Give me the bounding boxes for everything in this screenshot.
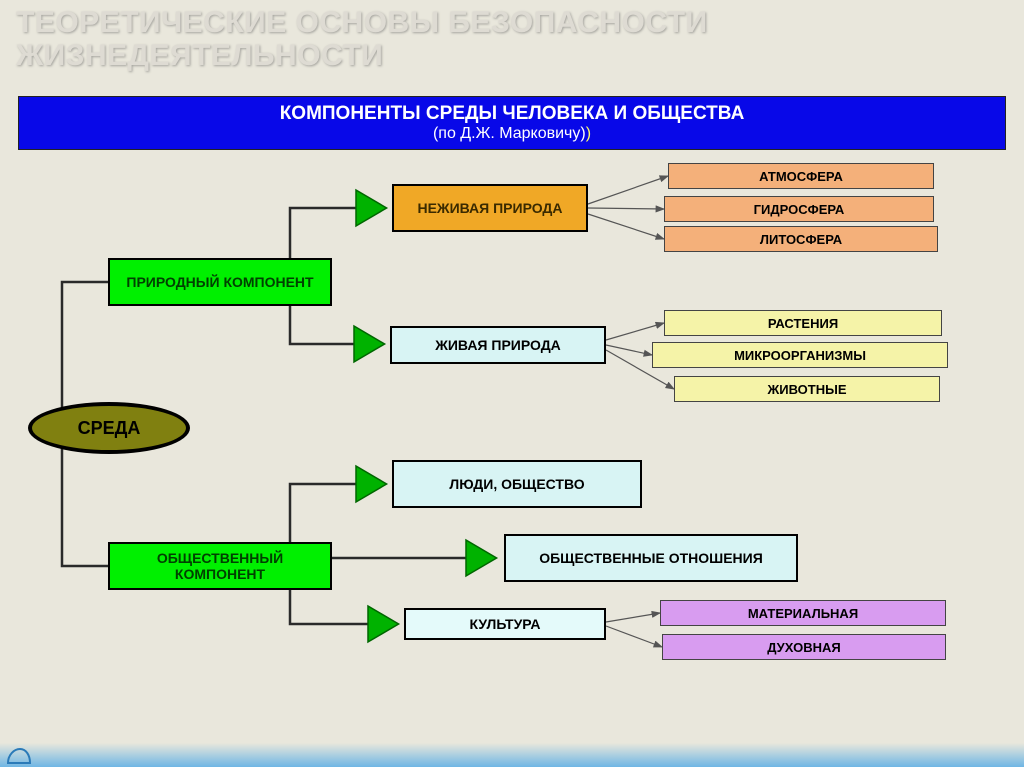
- logo-icon: [6, 745, 32, 765]
- leaf-plants: РАСТЕНИЯ: [664, 310, 942, 336]
- banner: КОМПОНЕНТЫ СРЕДЫ ЧЕЛОВЕКА И ОБЩЕСТВА (по…: [18, 96, 1006, 150]
- leaf-material: МАТЕРИАЛЬНАЯ: [660, 600, 946, 626]
- leaf-spiritual: ДУХОВНАЯ: [662, 634, 946, 660]
- node-culture: КУЛЬТУРА: [404, 608, 606, 640]
- banner-subtitle: (по Д.Ж. Марковичу)): [19, 125, 1005, 143]
- node-people-society: ЛЮДИ, ОБЩЕСТВО: [392, 460, 642, 508]
- footer-gradient: [0, 743, 1024, 767]
- node-root-sreda: СРЕДА: [28, 402, 190, 454]
- node-inanimate-nature: НЕЖИВАЯ ПРИРОДА: [392, 184, 588, 232]
- leaf-atmosphere: АТМОСФЕРА: [668, 163, 934, 189]
- leaf-microorganisms: МИКРООРГАНИЗМЫ: [652, 342, 948, 368]
- leaf-animals: ЖИВОТНЫЕ: [674, 376, 940, 402]
- slide-title: ТЕОРЕТИЧЕСКИЕ ОСНОВЫ БЕЗОПАСНОСТИ ЖИЗНЕД…: [16, 6, 1008, 72]
- node-natural-component: ПРИРОДНЫЙ КОМПОНЕНТ: [108, 258, 332, 306]
- node-social-relations: ОБЩЕСТВЕННЫЕ ОТНОШЕНИЯ: [504, 534, 798, 582]
- leaf-hydrosphere: ГИДРОСФЕРА: [664, 196, 934, 222]
- banner-title: КОМПОНЕНТЫ СРЕДЫ ЧЕЛОВЕКА И ОБЩЕСТВА: [19, 103, 1005, 125]
- leaf-lithosphere: ЛИТОСФЕРА: [664, 226, 938, 252]
- node-social-component: ОБЩЕСТВЕННЫЙ КОМПОНЕНТ: [108, 542, 332, 590]
- node-animate-nature: ЖИВАЯ ПРИРОДА: [390, 326, 606, 364]
